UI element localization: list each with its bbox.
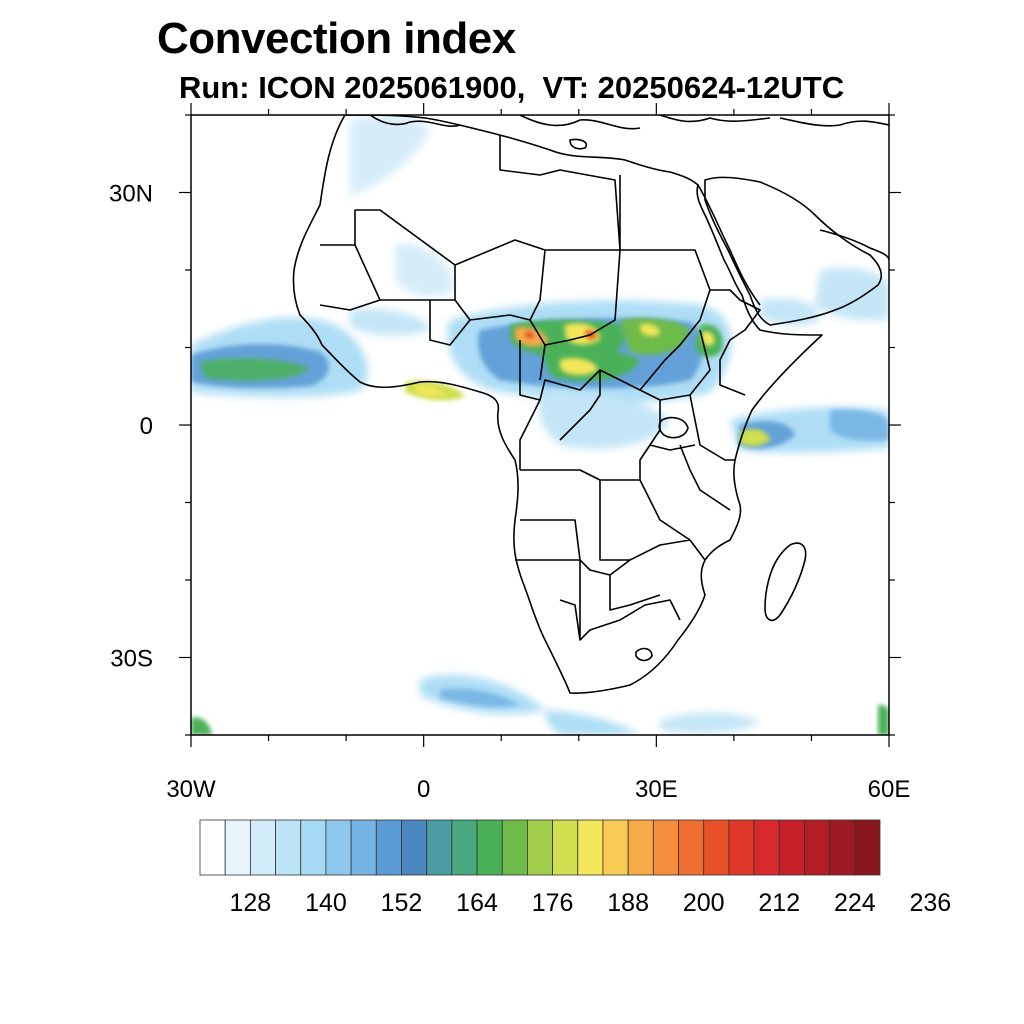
colorbar-swatch xyxy=(224,819,251,876)
colorbar-swatch xyxy=(451,819,478,876)
colorbar-swatch xyxy=(375,819,402,876)
colorbar-swatch xyxy=(627,819,654,876)
axis-tick-labels: 30N 0 30S 30W 0 30E 60E xyxy=(109,181,910,804)
colorbar-label: 200 xyxy=(683,889,725,917)
lon-tick-label: 0 xyxy=(417,776,430,803)
colorbar-label: 140 xyxy=(305,889,347,917)
colorbar-labels: 128 140 152 164 176 188 200 212 224 236 xyxy=(230,889,952,917)
colorbar-swatch xyxy=(325,819,352,876)
colorbar-swatch xyxy=(829,819,856,876)
colorbar-swatch xyxy=(426,819,453,876)
lat-tick-label: 30N xyxy=(109,181,153,208)
colorbar-swatch xyxy=(602,819,629,876)
lon-tick-label: 60E xyxy=(868,776,911,803)
colorbar-label: 188 xyxy=(607,889,649,917)
convection-field xyxy=(191,115,889,735)
colorbar-swatch xyxy=(577,819,604,876)
colorbar-swatch xyxy=(249,819,276,876)
lat-tick-label: 0 xyxy=(140,413,153,440)
colorbar xyxy=(199,819,881,876)
colorbar-swatch xyxy=(476,819,503,876)
lon-tick-label: 30E xyxy=(635,776,678,803)
map-subtitle: Run: ICON 2025061900, VT: 20250624-12UTC xyxy=(179,70,845,105)
colorbar-label: 164 xyxy=(456,889,498,917)
coastlines xyxy=(292,115,889,694)
lon-tick-label: 30W xyxy=(166,776,216,803)
colorbar-swatch xyxy=(652,819,679,876)
colorbar-label: 176 xyxy=(532,889,574,917)
colorbar-label: 128 xyxy=(230,889,272,917)
colorbar-swatch xyxy=(778,819,805,876)
colorbar-swatch xyxy=(552,819,579,876)
colorbar-swatch xyxy=(804,819,831,876)
map-title: Convection index xyxy=(157,14,516,63)
colorbar-label: 152 xyxy=(381,889,423,917)
colorbar-swatch xyxy=(753,819,780,876)
axis-ticks xyxy=(179,103,901,747)
colorbar-swatch xyxy=(275,819,302,876)
colorbar-swatch xyxy=(401,819,428,876)
colorbar-swatch xyxy=(501,819,528,876)
colorbar-swatch xyxy=(854,819,881,876)
colorbar-swatch xyxy=(527,819,553,876)
colorbar-label: 224 xyxy=(834,889,876,917)
colorbar-swatch xyxy=(703,819,730,876)
colorbar-swatch xyxy=(678,819,705,876)
lat-tick-label: 30S xyxy=(110,646,153,673)
colorbar-label: 212 xyxy=(758,889,800,917)
colorbar-label: 236 xyxy=(910,889,952,917)
colorbar-swatch xyxy=(350,819,377,876)
colorbar-swatch xyxy=(728,819,755,876)
colorbar-swatch xyxy=(300,819,327,876)
colorbar-swatch xyxy=(199,819,226,876)
